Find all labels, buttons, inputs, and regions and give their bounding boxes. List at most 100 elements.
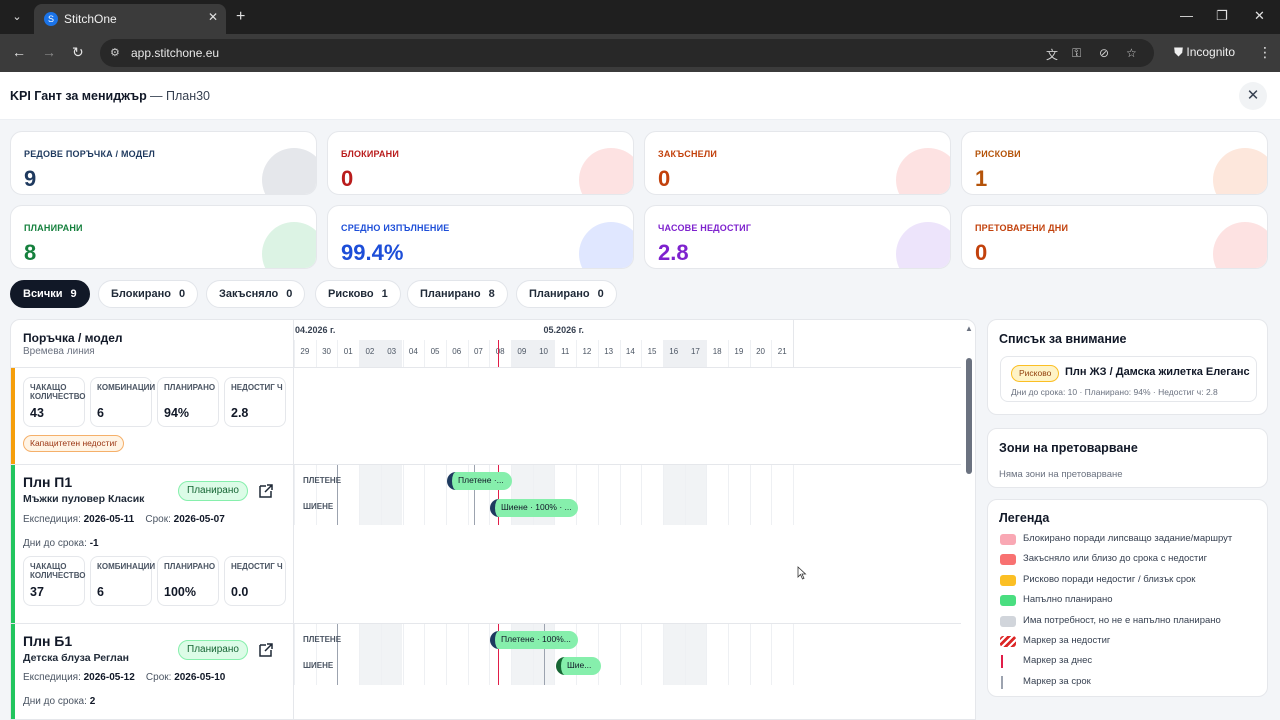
gantt-bar[interactable]: Шие... — [556, 657, 601, 675]
kpi-card: ПЛАНИРАНИ 8 — [10, 205, 317, 269]
filter-chip-count: 1 — [381, 288, 388, 300]
lane-label: ПЛЕТЕНЕ — [303, 635, 342, 644]
filter-chip[interactable]: Всички 9 — [10, 280, 90, 308]
filter-chip[interactable]: Закъсняло 0 — [206, 280, 306, 308]
forward-icon[interactable]: → — [42, 44, 56, 60]
open-external-icon[interactable] — [258, 642, 274, 658]
stat-value: 2.8 — [231, 406, 249, 420]
scroll-up-icon[interactable]: ▲ — [965, 324, 973, 333]
kpi-card: СРЕДНО ИЗПЪЛНЕНИЕ 99.4% — [327, 205, 634, 269]
day-gridline — [576, 340, 578, 367]
deadline-marker — [543, 624, 545, 685]
stat-label: ЧАКАЩО КОЛИЧЕСТВО — [30, 562, 86, 580]
kpi-decoration — [896, 148, 950, 194]
timeline-end-line — [793, 624, 795, 685]
kpi-label: ПЛАНИРАНИ — [24, 223, 83, 233]
open-external-icon[interactable] — [258, 483, 274, 499]
overload-card: Зони на претоварване Няма зони на претов… — [987, 428, 1268, 488]
filter-chip[interactable]: Планирано 0 — [516, 280, 617, 308]
day-label: 10 — [539, 347, 548, 356]
day-gridline — [532, 624, 534, 685]
day-gridline — [467, 465, 469, 525]
reload-icon[interactable]: ↻ — [72, 44, 84, 60]
gantt-bar[interactable]: Плетене ·... — [447, 472, 512, 490]
stat-value: 43 — [30, 406, 44, 420]
weekend-shade — [684, 624, 707, 685]
window-close-icon[interactable]: ✕ — [1254, 8, 1265, 23]
day-label: 13 — [604, 347, 614, 356]
row-divider — [11, 464, 961, 465]
translate-icon[interactable]: 文 — [1046, 48, 1059, 62]
minimize-icon[interactable]: — — [1180, 8, 1193, 23]
timeline-end-line — [793, 320, 795, 367]
kpi-label: ЧАСОВЕ НЕДОСТИГ — [658, 223, 752, 233]
day-gridline — [749, 340, 751, 367]
gantt-bar[interactable]: Плетене · 100%... — [490, 631, 578, 649]
day-gridline — [749, 465, 751, 525]
day-label: 09 — [517, 347, 527, 356]
kpi-decoration — [262, 222, 316, 268]
day-gridline — [619, 624, 621, 685]
password-key-icon[interactable]: ⚿ — [1072, 46, 1082, 60]
day-label: 17 — [690, 347, 700, 356]
stat-tile: НЕДОСТИГ Ч 2.8 — [224, 377, 286, 427]
day-gridline — [728, 340, 729, 367]
day-label: 21 — [777, 347, 787, 356]
day-gridline — [706, 465, 708, 525]
incognito-indicator[interactable]: ⛊ Incognito — [1164, 40, 1245, 64]
day-label: 30 — [322, 347, 331, 356]
maximize-icon[interactable]: ❐ — [1216, 8, 1228, 23]
eye-off-icon[interactable]: ⊘ — [1099, 46, 1110, 60]
new-tab-icon[interactable]: + — [236, 8, 246, 25]
day-gridline — [597, 465, 599, 525]
day-gridline — [445, 465, 447, 525]
day-label: 11 — [561, 347, 570, 356]
day-gridline — [619, 465, 621, 525]
legend-label: Рисково поради недостиг / близък срок — [1023, 573, 1196, 585]
day-gridline — [641, 340, 643, 367]
browser-tab[interactable]: S StitchOne ✕ — [34, 4, 226, 34]
gantt-scrollbar[interactable]: ▲ — [965, 324, 973, 720]
day-gridline — [532, 465, 534, 525]
attention-title: Списък за внимание — [999, 332, 1127, 346]
mouse-cursor-icon — [797, 566, 807, 580]
weekend-header-shade — [662, 340, 685, 367]
incognito-label: Incognito — [1186, 45, 1236, 59]
bookmark-star-icon[interactable]: ☆ — [1126, 46, 1137, 60]
day-gridline — [771, 340, 773, 367]
address-bar[interactable]: ⚙ app.stitchone.eu 文 ⚿ ⊘ ☆ — [100, 39, 1154, 67]
day-gridline — [749, 624, 751, 685]
filter-chip[interactable]: Планирано 8 — [407, 280, 508, 308]
stat-value: 6 — [97, 406, 104, 420]
back-icon[interactable]: ← — [12, 44, 26, 60]
day-gridline — [706, 340, 708, 367]
tab-close-icon[interactable]: ✕ — [207, 10, 218, 24]
gantt-bar[interactable]: Шиене · 100% · ... — [490, 499, 578, 517]
day-gridline — [402, 624, 404, 685]
capacity-shortage-badge: Капацитетен недостиг — [23, 435, 125, 452]
stat-tile: ПЛАНИРАНО 100% — [157, 556, 219, 606]
scroll-thumb[interactable] — [966, 358, 972, 474]
url-text[interactable]: app.stitchone.eu — [131, 46, 220, 60]
day-gridline — [554, 465, 556, 525]
weekend-shade — [359, 624, 381, 685]
attention-item[interactable]: Рисково Плн ЖЗ / Дамска жилетка Елеганс … — [1000, 356, 1257, 402]
weekend-shade — [684, 465, 707, 525]
kpi-value: 9 — [24, 166, 37, 191]
close-dialog-button[interactable]: ✕ — [1239, 82, 1267, 110]
days-to-deadline: Дни до срока: -1 — [23, 538, 99, 549]
browser-menu-icon[interactable]: ⋮ — [1258, 44, 1272, 60]
kpi-label: БЛОКИРАНИ — [341, 149, 400, 159]
day-gridline — [359, 340, 361, 367]
legend-card: Легенда Блокирано поради липсващо задани… — [987, 499, 1268, 697]
kpi-card: ЗАКЪСНЕЛИ 0 — [644, 131, 951, 195]
order-code[interactable]: Плн П1 — [23, 474, 73, 490]
deadline-marker — [337, 624, 339, 685]
site-info-icon[interactable]: ⚙ — [110, 47, 120, 59]
weekend-shade — [380, 465, 403, 525]
tab-search-chevron-icon[interactable]: ⌄ — [12, 11, 22, 23]
filter-chip[interactable]: Рисково 1 — [315, 280, 401, 308]
order-code[interactable]: Плн Б1 — [23, 633, 73, 649]
filter-chip[interactable]: Блокирано 0 — [98, 280, 199, 308]
order-model: Детска блуза Реглан — [23, 652, 130, 664]
